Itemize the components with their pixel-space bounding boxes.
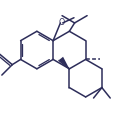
Text: O: O — [59, 18, 65, 27]
Polygon shape — [59, 57, 69, 69]
